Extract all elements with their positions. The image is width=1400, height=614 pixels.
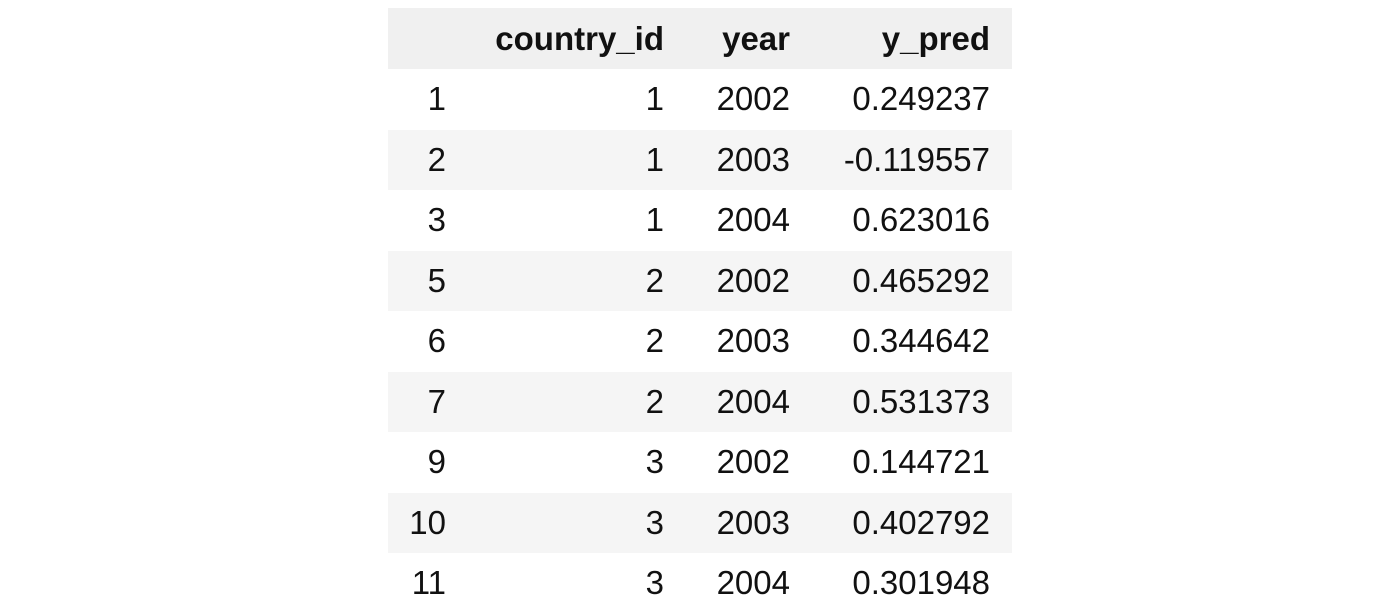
row-index: 9: [427, 443, 446, 481]
table-row: 6 2 2003 0.344642: [388, 311, 1012, 372]
row-index: 1: [427, 80, 446, 118]
table-row: 10 3 2003 0.402792: [388, 492, 1012, 553]
cell-y-pred: -0.119557: [843, 140, 990, 178]
table-row: 3 1 2004 0.623016: [388, 190, 1012, 251]
column-header-y-pred: y_pred: [881, 19, 990, 57]
cell-country-id: 2: [645, 382, 664, 420]
row-index: 7: [427, 382, 446, 420]
cell-year: 2003: [716, 140, 790, 178]
index-column-header: [388, 8, 468, 69]
cell-y-pred: 0.402792: [852, 503, 990, 541]
cell-y-pred: 0.249237: [852, 80, 990, 118]
cell-y-pred: 0.623016: [852, 201, 990, 239]
cell-country-id: 1: [645, 140, 664, 178]
cell-country-id: 3: [645, 443, 664, 481]
cell-y-pred: 0.531373: [852, 382, 990, 420]
cell-country-id: 3: [645, 503, 664, 541]
cell-country-id: 2: [645, 322, 664, 360]
cell-y-pred: 0.344642: [852, 322, 990, 360]
table-row: 9 3 2002 0.144721: [388, 432, 1012, 493]
cell-y-pred: 0.301948: [852, 564, 990, 602]
cell-country-id: 1: [645, 80, 664, 118]
column-header-country-id: country_id: [495, 19, 664, 57]
table-body: 1 1 2002 0.249237 2 1 2003 -0.119557 3 1…: [388, 69, 1012, 614]
table-header: country_id year y_pred: [388, 8, 1012, 69]
row-index: 3: [427, 201, 446, 239]
header-row: country_id year y_pred: [388, 8, 1012, 69]
table-row: 11 3 2004 0.301948: [388, 553, 1012, 614]
cell-country-id: 2: [645, 261, 664, 299]
table-row: 7 2 2004 0.531373: [388, 371, 1012, 432]
cell-year: 2004: [716, 382, 790, 420]
cell-year: 2004: [716, 564, 790, 602]
cell-country-id: 3: [645, 564, 664, 602]
cell-y-pred: 0.465292: [852, 261, 990, 299]
cell-year: 2002: [716, 261, 790, 299]
dataframe-table-container: country_id year y_pred 1 1 2002 0.249237…: [388, 8, 1012, 614]
cell-year: 2004: [716, 201, 790, 239]
cell-year: 2002: [716, 80, 790, 118]
dataframe-table: country_id year y_pred 1 1 2002 0.249237…: [388, 8, 1012, 614]
row-index: 2: [427, 140, 446, 178]
table-row: 2 1 2003 -0.119557: [388, 129, 1012, 190]
row-index: 10: [409, 503, 446, 541]
table-row: 1 1 2002 0.249237: [388, 69, 1012, 130]
row-index: 5: [427, 261, 446, 299]
column-header-year: year: [722, 19, 790, 57]
cell-country-id: 1: [645, 201, 664, 239]
table-row: 5 2 2002 0.465292: [388, 250, 1012, 311]
cell-year: 2003: [716, 322, 790, 360]
cell-year: 2003: [716, 503, 790, 541]
row-index: 11: [411, 564, 446, 602]
cell-year: 2002: [716, 443, 790, 481]
row-index: 6: [427, 322, 446, 360]
cell-y-pred: 0.144721: [852, 443, 990, 481]
